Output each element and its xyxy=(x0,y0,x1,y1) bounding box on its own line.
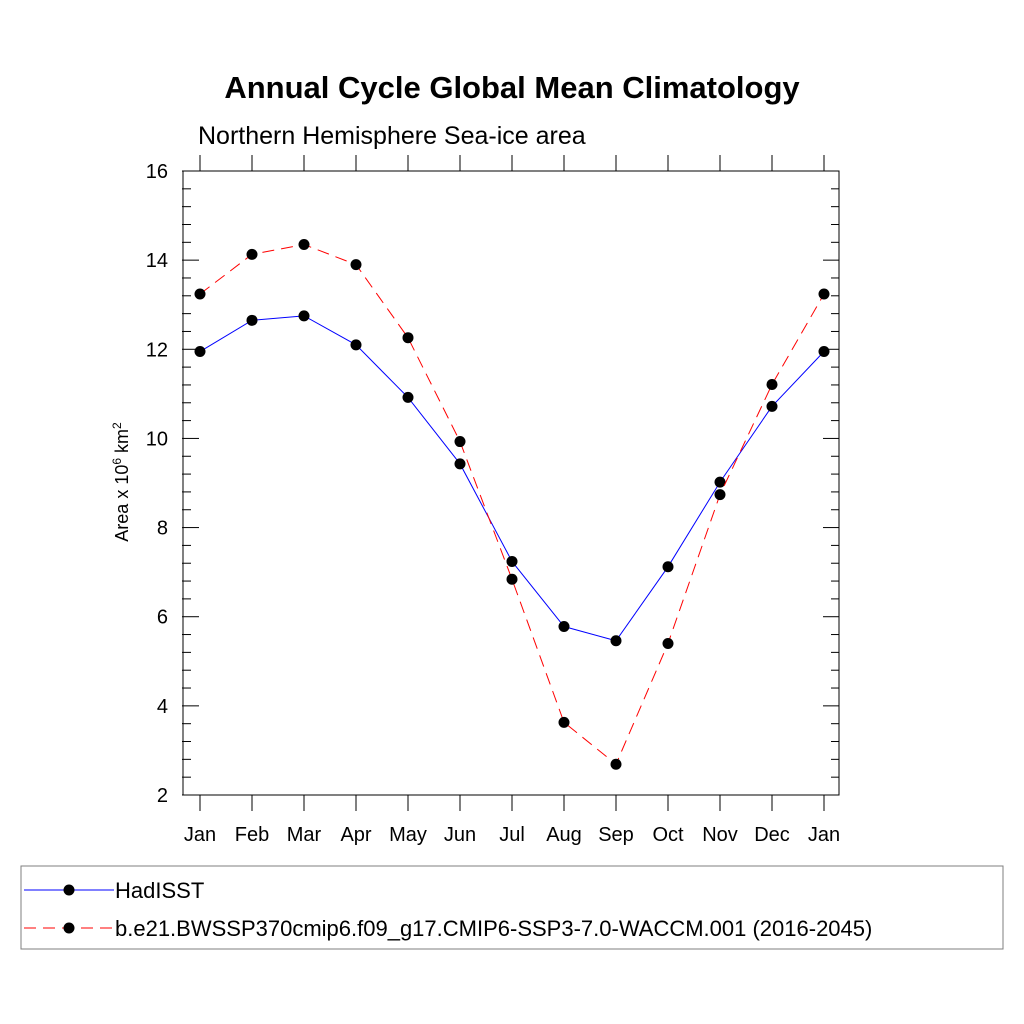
legend-box xyxy=(20,865,1004,950)
x-tick-label: Mar xyxy=(287,824,322,846)
series-1-point xyxy=(298,310,310,322)
series-1-point xyxy=(194,346,206,358)
x-tick-label: Apr xyxy=(340,824,371,846)
series-2-point xyxy=(766,378,778,390)
x-tick-label: Jul xyxy=(499,824,525,846)
y-axis-label-unit: km xyxy=(112,429,132,458)
series-layer xyxy=(194,239,830,770)
series-2-point xyxy=(662,637,674,649)
series-1-point xyxy=(818,346,830,358)
legend-label-2: b.e21.BWSSP370cmip6.f09_g17.CMIP6-SSP3-7… xyxy=(115,916,872,941)
legend: HadISST b.e21.BWSSP370cmip6.f09_g17.CMIP6… xyxy=(24,878,872,941)
series-2-point xyxy=(298,239,310,251)
x-tick-label: Dec xyxy=(754,824,790,846)
y-axis-label-exp1: 6 xyxy=(110,458,124,465)
series-1-point xyxy=(350,339,362,351)
plot-frame xyxy=(182,170,840,796)
y-tick-label: 16 xyxy=(146,161,168,183)
series-1-point xyxy=(714,476,726,488)
x-tick-label: May xyxy=(389,824,427,846)
series-2-point xyxy=(246,248,258,260)
series-1-point xyxy=(454,458,466,470)
y-tick-label: 2 xyxy=(157,785,168,807)
x-tick-label: Oct xyxy=(652,824,684,846)
series-1-point xyxy=(558,621,570,633)
x-tick-label: Aug xyxy=(546,824,582,846)
series-line-2 xyxy=(199,244,825,766)
series-2-point xyxy=(506,573,518,585)
y-axis-label-exp2: 2 xyxy=(110,422,124,429)
y-tick-label: 4 xyxy=(157,696,168,718)
series-1-point xyxy=(610,635,622,647)
x-tick-label: Jan xyxy=(808,824,840,846)
legend-label-1: HadISST xyxy=(115,878,204,903)
y-axis-label-base: Area x 10 xyxy=(112,465,132,542)
x-tick-label: Jun xyxy=(444,824,476,846)
series-2-point xyxy=(558,716,570,728)
series-line-1 xyxy=(199,315,825,642)
series-2-point xyxy=(610,758,622,770)
series-2-point xyxy=(714,489,726,501)
y-axis-label: Area x 106 km2 xyxy=(110,422,132,542)
series-2-point xyxy=(402,332,414,344)
series-2-point xyxy=(454,436,466,448)
series-1-point xyxy=(662,561,674,573)
y-tick-label: 12 xyxy=(146,339,168,361)
legend-marker-1 xyxy=(63,884,75,896)
y-tick-label: 10 xyxy=(146,428,168,450)
x-tick-label: Feb xyxy=(235,824,269,846)
series-2-point xyxy=(194,288,206,300)
x-tick-label: Nov xyxy=(702,824,738,846)
legend-marker-2 xyxy=(63,922,75,934)
x-tick-label: Jan xyxy=(184,824,216,846)
y-tick-label: 8 xyxy=(157,518,168,540)
axis-ticks: 2 4 6 8 10 12 14 16 Jan Feb Mar Apr May Jun Jul Aug Sep O… xyxy=(146,155,840,846)
y-tick-label: 6 xyxy=(157,607,168,629)
chart-subtitle: Northern Hemisphere Sea-ice area xyxy=(198,122,586,150)
series-1-point xyxy=(402,391,414,403)
chart-title: Annual Cycle Global Mean Climatology xyxy=(224,70,800,105)
series-1-point xyxy=(766,400,778,412)
series-2-point xyxy=(350,259,362,271)
x-tick-label: Sep xyxy=(598,824,634,846)
series-2-point xyxy=(818,288,830,300)
series-1-point xyxy=(246,314,258,326)
series-1-point xyxy=(506,555,518,567)
y-tick-label: 14 xyxy=(146,250,168,272)
